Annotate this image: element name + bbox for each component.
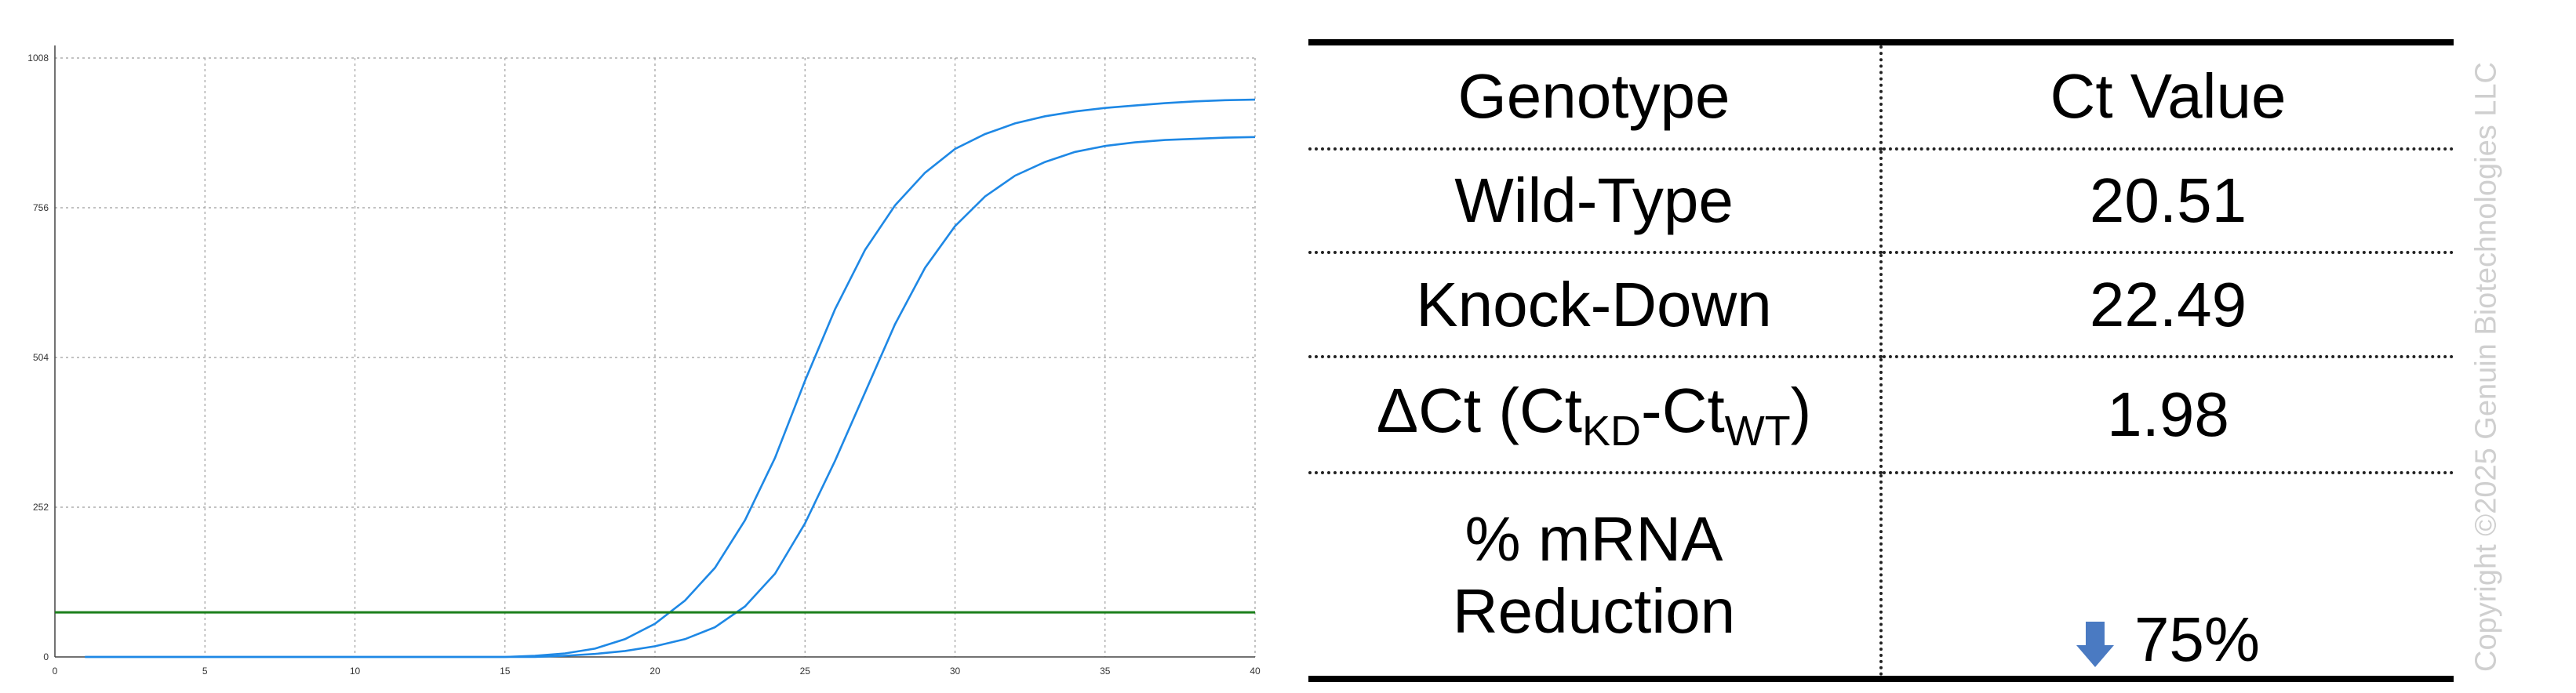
row-value-delta-ct: 1.98 (1881, 357, 2454, 475)
x-tick-label: 20 (649, 666, 660, 677)
row-value-knock-down: 22.49 (1881, 252, 2454, 359)
x-tick-label: 5 (202, 666, 208, 677)
row-label-knock-down: Knock-Down (1308, 252, 1883, 359)
amplification-curve-2 (85, 136, 1256, 659)
chart-tick-labels: 0 5 10 15 20 25 30 35 40 0 252 504 756 1008 (27, 53, 1261, 677)
y-tick-label: 1008 (27, 53, 49, 63)
down-arrow-icon (2076, 621, 2114, 667)
minus-ct-text: -Ct (1641, 375, 1725, 445)
ct-value-table-container: Genotype Ct Value Wild-Type 20.51 Knock-… (1308, 39, 2454, 682)
row-label-mrna-reduction: % mRNA Reduction (1308, 473, 1883, 682)
mrna-reduction-line-1: % mRNA (1464, 503, 1723, 574)
chart-series (55, 98, 1256, 659)
table-header-row: Genotype Ct Value (1308, 39, 2454, 151)
chart-grid (55, 57, 1256, 657)
x-tick-label: 0 (53, 666, 58, 677)
row-value-mrna-reduction: 75% (1881, 473, 2454, 682)
copyright-watermark: Copyright ©2025 Genuin Biotechnologies L… (2469, 62, 2503, 672)
x-tick-label: 25 (800, 666, 811, 677)
header-ct-value: Ct Value (1881, 39, 2454, 151)
table-row: Wild-Type 20.51 (1308, 148, 2454, 255)
mrna-reduction-value: 75% (2134, 604, 2261, 674)
delta-ct-text: ΔCt (Ct (1376, 375, 1583, 445)
row-label-delta-ct: ΔCt (CtKD-CtWT) (1308, 357, 1883, 475)
y-tick-label: 0 (43, 651, 49, 662)
amplification-curve-1 (85, 98, 1256, 659)
close-paren-text: ) (1790, 375, 1812, 445)
y-tick-label: 504 (33, 352, 49, 363)
x-tick-label: 15 (500, 666, 511, 677)
row-label-wild-type: Wild-Type (1308, 148, 1883, 255)
mrna-reduction-line-2: Reduction (1452, 575, 1736, 646)
header-genotype: Genotype (1308, 39, 1883, 151)
x-tick-label: 10 (350, 666, 361, 677)
y-tick-label: 252 (33, 502, 49, 513)
x-tick-label: 35 (1100, 666, 1111, 677)
qpcr-amplification-plot: 0 5 10 15 20 25 30 35 40 0 252 504 756 1008 (27, 45, 1261, 677)
kd-subscript: KD (1582, 407, 1642, 455)
table-row: ΔCt (CtKD-CtWT) 1.98 (1308, 357, 2454, 475)
table-row: Knock-Down 22.49 (1308, 252, 2454, 359)
row-value-wild-type: 20.51 (1881, 148, 2454, 255)
ct-value-table: Genotype Ct Value Wild-Type 20.51 Knock-… (1308, 39, 2454, 682)
x-tick-label: 40 (1250, 666, 1261, 677)
y-tick-label: 756 (33, 202, 49, 213)
x-tick-label: 30 (950, 666, 961, 677)
wt-subscript: WT (1724, 407, 1791, 455)
table-row: % mRNA Reduction 75% (1308, 473, 2454, 682)
